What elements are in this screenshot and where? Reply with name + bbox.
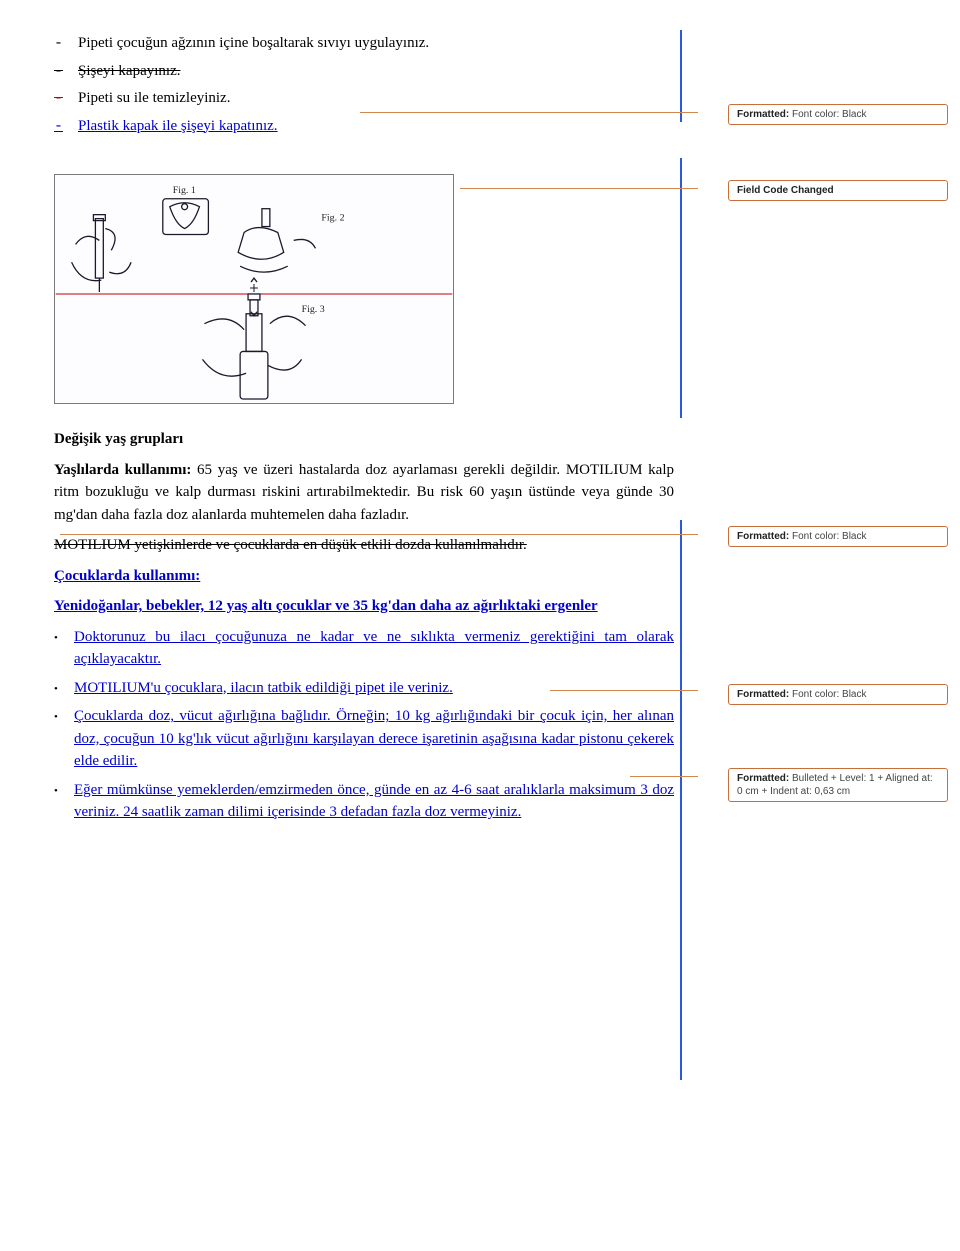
dash-marker: - (54, 116, 78, 139)
list-item: • Çocuklarda doz, vücut ağırlığına bağlı… (54, 705, 674, 773)
list-text: Çocuklarda doz, vücut ağırlığına bağlıdı… (74, 705, 674, 773)
svg-text:Fig. 1: Fig. 1 (173, 185, 196, 196)
top-instruction-list: - Pipeti çocuğun ağzının içine boşaltara… (54, 32, 674, 138)
bullet-marker: • (54, 782, 74, 802)
list-item-deleted: - Şişeyi kapayınız. (54, 60, 674, 84)
list-text: Pipeti çocuğun ağzının içine boşaltarak … (78, 32, 429, 55)
change-bar (680, 520, 682, 1080)
bullet-marker: • (54, 680, 74, 700)
list-item: • MOTILIUM'u çocuklara, ilacın tatbik ed… (54, 677, 674, 700)
elderly-label: Yaşlılarda kullanımı: (54, 462, 191, 478)
elderly-paragraph: Yaşlılarda kullanımı: 65 yaş ve üzeri ha… (54, 459, 674, 527)
list-text: Eğer mümkünse yemeklerden/emzirmeden önc… (74, 779, 674, 824)
list-text: MOTILIUM'u çocuklara, ilacın tatbik edil… (74, 677, 453, 700)
bullet-marker: • (54, 629, 74, 649)
bullet-marker: • (54, 708, 74, 728)
list-text: Şişeyi kapayınız. (78, 60, 180, 83)
list-text: Doktorunuz bu ilacı çocuğunuza ne kadar … (74, 626, 674, 671)
list-item: • Doktorunuz bu ilacı çocuğunuza ne kada… (54, 626, 674, 671)
dash-marker: - (54, 33, 78, 56)
deleted-sentence: MOTILIUM yetişkinlerde ve çocuklarda en … (54, 534, 674, 557)
change-bar (680, 158, 682, 418)
callout-formatted: Formatted: Bulleted + Level: 1 + Aligned… (728, 768, 948, 802)
change-bar (680, 30, 682, 122)
callout-formatted: Formatted: Font color: Black (728, 684, 948, 705)
instruction-figure: Fig. 1 Fig. 2 Fig. 3 (54, 174, 454, 404)
section-heading-age: Değişik yaş grupları (54, 428, 674, 451)
dash-marker: - (54, 61, 78, 84)
document-body: - Pipeti çocuğun ağzının içine boşaltara… (54, 32, 674, 824)
children-bullet-list: • Doktorunuz bu ilacı çocuğunuza ne kada… (54, 626, 674, 824)
dash-marker: - (54, 88, 78, 111)
change-bar-strip (680, 0, 682, 870)
list-item: - Pipeti su ile temizleyiniz. (54, 87, 674, 111)
figure-svg: Fig. 1 Fig. 2 Fig. 3 (55, 175, 453, 403)
svg-text:Fig. 2: Fig. 2 (321, 213, 344, 224)
callout-connector (550, 690, 698, 691)
callout-formatted: Formatted: Font color: Black (728, 104, 948, 125)
svg-text:Fig. 3: Fig. 3 (302, 304, 325, 315)
callout-connector (60, 534, 698, 535)
list-item-inserted: - Plastik kapak ile şişeyi kapatınız. (54, 115, 674, 139)
list-item: - Pipeti çocuğun ağzının içine boşaltara… (54, 32, 674, 56)
callout-connector (460, 188, 698, 189)
callout-field-code: Field Code Changed (728, 180, 948, 201)
list-text: Pipeti su ile temizleyiniz. (78, 87, 230, 110)
list-text: Plastik kapak ile şişeyi kapatınız. (78, 115, 278, 138)
children-subheading: Yenidoğanlar, bebekler, 12 yaş altı çocu… (54, 595, 674, 618)
children-heading: Çocuklarda kullanımı: (54, 565, 674, 588)
list-item: • Eğer mümkünse yemeklerden/emzirmeden ö… (54, 779, 674, 824)
callout-connector (630, 776, 698, 777)
callout-formatted: Formatted: Font color: Black (728, 526, 948, 547)
callout-connector (360, 112, 698, 113)
